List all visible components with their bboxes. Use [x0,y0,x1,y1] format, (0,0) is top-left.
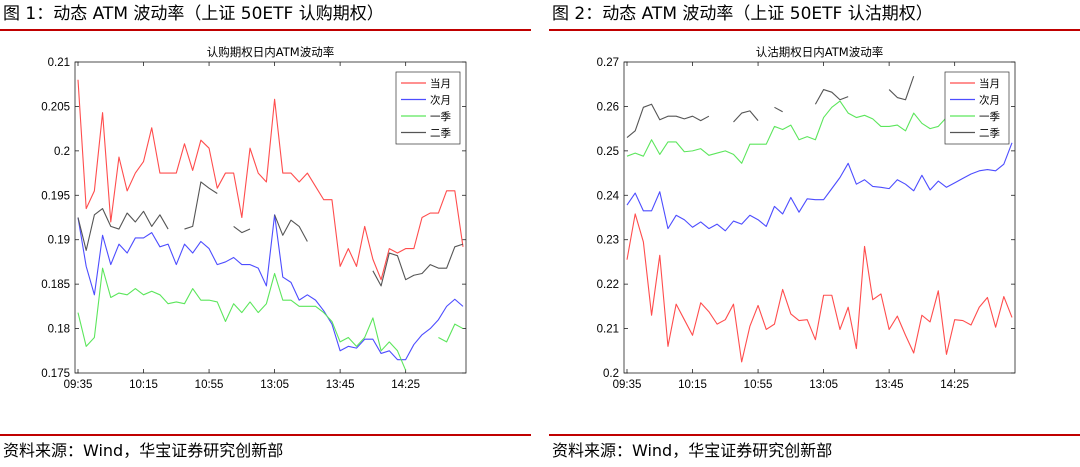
legend-label: 一季 [979,111,1000,123]
legend-label: 次月 [430,94,451,107]
figure-panel-1: 图 1：动态 ATM 波动率（上证 50ETF 认购期权） 认购期权日内ATM波… [0,0,531,467]
y-tick-label: 0.175 [41,368,70,380]
series-1 [77,79,464,281]
y-tick-label: 0.185 [41,279,70,291]
series-2 [626,142,1013,232]
x-tick-label: 10:15 [129,379,158,391]
series-line [626,213,1013,363]
series-line [888,76,915,101]
x-tick-label: 14:25 [940,379,969,391]
x-tick-label: 13:05 [260,379,289,391]
series-line [77,214,464,361]
legend-label: 二季 [430,128,451,140]
figure-panel-2: 图 2：动态 ATM 波动率（上证 50ETF 认沽期权） 认沽期权日内ATM波… [549,0,1080,467]
series-1 [626,213,1013,363]
source-note: 资料来源：Wind，华宝证券研究创新部 [3,441,284,460]
series-line [774,106,783,113]
source-rule [549,434,1080,436]
series-line [184,181,218,230]
series-4 [77,181,464,287]
series-3 [77,267,464,371]
series-line [372,243,464,287]
series-line [626,103,710,138]
series-line [77,208,169,251]
source-note: 资料来源：Wind，华宝证券研究创新部 [552,441,833,460]
put-atm-vol-chart: 认沽期权日内ATM波动率 0.2 0.21 0.22 0.23 0.24 0.25 0.26 0… [597,45,1016,391]
y-tick-label: 0.195 [41,190,70,202]
series-line [233,225,251,234]
y-tick-label: 0.24 [597,190,620,202]
series-line [438,323,464,343]
call-atm-vol-chart: 认购期权日内ATM波动率 0.175 0.18 0.185 0.19 0.195 0.2 0.… [41,45,467,391]
legend-label: 当月 [430,77,451,90]
title-rule [0,29,531,31]
x-tick-label: 13:45 [326,379,355,391]
x-tick-label: 10:55 [744,379,773,391]
y-tick-label: 0.18 [48,324,70,336]
y-tick-label: 0.21 [48,57,70,69]
figure-title: 图 2：动态 ATM 波动率（上证 50ETF 认沽期权） [552,4,933,24]
figure-title: 图 1：动态 ATM 波动率（上证 50ETF 认购期权） [3,4,384,24]
legend-label: 次月 [979,94,1000,107]
y-tick-label: 0.27 [597,57,619,69]
x-tick-label: 13:05 [809,379,838,391]
x-tick-label: 10:15 [678,379,707,391]
y-tick-label: 0.205 [41,101,70,113]
y-tick-label: 0.2 [603,368,619,380]
series-3 [626,100,963,164]
series-line [77,267,407,371]
series-4 [626,76,915,138]
x-tick-label: 10:55 [195,379,224,391]
legend-label: 二季 [979,128,1000,140]
x-tick-label: 09:35 [613,379,642,391]
y-tick-label: 0.2 [54,146,70,158]
source-rule [0,434,531,436]
series-line [77,79,464,281]
legend-label: 当月 [979,77,1000,90]
chart-title: 认沽期权日内ATM波动率 [756,45,883,59]
x-tick-label: 14:25 [391,379,420,391]
y-tick-label: 0.26 [597,101,619,113]
series-2 [77,214,464,361]
y-tick-label: 0.23 [597,235,619,247]
y-tick-label: 0.22 [597,279,619,291]
x-tick-label: 09:35 [64,379,93,391]
series-line [733,110,759,123]
title-rule [549,29,1080,31]
series-line [274,214,308,242]
series-line [626,142,1013,232]
legend-label: 一季 [430,111,451,123]
y-tick-label: 0.25 [597,146,619,158]
y-tick-label: 0.21 [597,324,619,336]
series-line [814,88,849,105]
series-line [626,100,963,164]
y-tick-label: 0.19 [48,235,70,247]
x-tick-label: 13:45 [875,379,904,391]
chart-title: 认购期权日内ATM波动率 [207,45,334,59]
